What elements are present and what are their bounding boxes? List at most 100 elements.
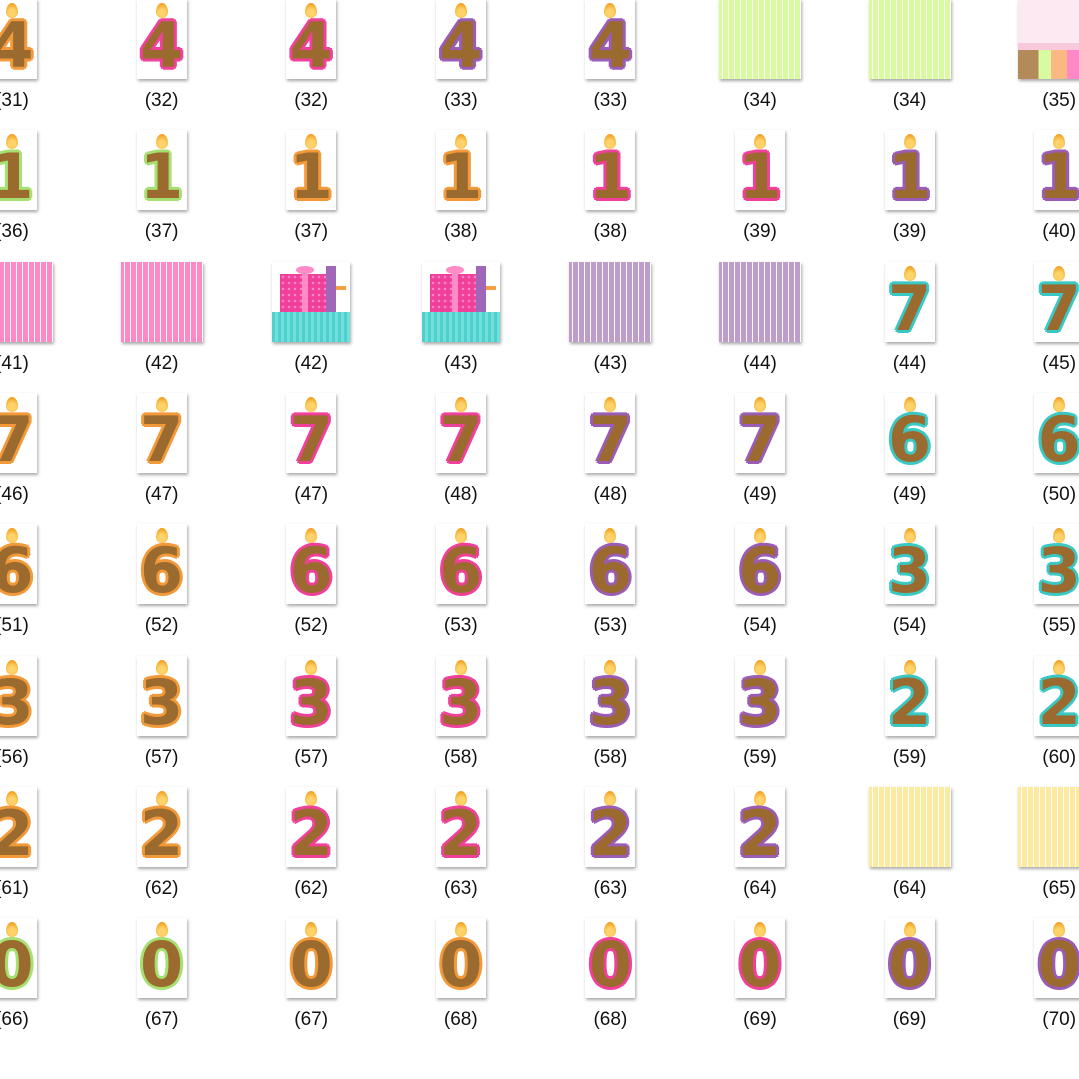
candle-thumbnail: 0 [1034, 918, 1079, 999]
file-item[interactable]: 1 (38) [540, 130, 680, 250]
file-item[interactable]: 1 (39) [840, 130, 980, 250]
file-item[interactable]: 3 (58) [391, 655, 531, 776]
candle-digit: 3 [588, 665, 632, 736]
candle-thumbnail: 7 [735, 392, 785, 473]
file-item[interactable]: 1 (38) [391, 130, 531, 250]
flame-icon [1053, 265, 1066, 281]
file-item[interactable]: (64) [840, 786, 980, 907]
candle-thumbnail: 6 [0, 524, 37, 605]
file-item[interactable]: 0 (70) [989, 918, 1079, 1038]
candle-digit: 1 [0, 140, 34, 211]
candle-digit: 6 [140, 534, 184, 605]
candle-digit: 0 [0, 928, 34, 999]
file-item[interactable]: 4 (32) [241, 0, 381, 119]
flame-icon [454, 528, 467, 544]
flame-icon [604, 3, 617, 18]
candle-digit: 2 [738, 796, 782, 867]
candle-thumbnail: 2 [435, 786, 486, 867]
file-item[interactable]: 6 (53) [391, 524, 531, 644]
candle-digit: 6 [588, 534, 632, 605]
candle-digit: 4 [588, 9, 632, 79]
file-item[interactable]: 3 (57) [92, 655, 232, 776]
file-item[interactable]: (65) [989, 786, 1079, 907]
file-item[interactable]: 1 (39) [690, 130, 830, 250]
file-item[interactable]: 2 (59) [840, 655, 980, 776]
file-item[interactable]: (42) [92, 261, 232, 382]
file-name-label: (62) [144, 877, 179, 899]
file-name-label: (58) [593, 746, 628, 768]
file-name-label: (59) [892, 746, 927, 768]
file-item[interactable]: 7 (44) [840, 261, 980, 382]
file-item[interactable]: 1 (37) [241, 130, 381, 250]
file-item[interactable]: 4 (31) [0, 0, 82, 119]
candle-thumbnail: 4 [136, 0, 187, 79]
file-item[interactable]: 0 (68) [540, 918, 680, 1038]
file-item[interactable]: (41) [0, 261, 82, 382]
file-item[interactable]: 6 (52) [92, 524, 232, 644]
file-name-label: (43) [443, 352, 478, 374]
file-item[interactable]: (35) [989, 0, 1079, 119]
candle-thumbnail: 6 [884, 392, 935, 473]
candle-thumbnail: 4 [585, 0, 636, 79]
file-item[interactable]: 4 (33) [540, 0, 680, 119]
file-item[interactable]: 6 (52) [241, 524, 381, 644]
file-item[interactable]: 0 (69) [840, 918, 980, 1038]
file-item[interactable]: 7 (47) [92, 392, 232, 513]
file-item[interactable]: 2 (62) [92, 786, 232, 907]
file-item[interactable]: 6 (51) [0, 524, 82, 644]
file-item[interactable]: (43) [391, 261, 531, 382]
candle-digit: 1 [289, 140, 333, 211]
candle-digit: 7 [1037, 271, 1079, 342]
file-item[interactable]: 3 (54) [840, 524, 980, 644]
file-item[interactable]: 4 (32) [92, 0, 232, 119]
file-item[interactable]: 0 (66) [0, 918, 82, 1038]
file-item[interactable]: 2 (61) [0, 786, 82, 907]
file-item[interactable]: 2 (64) [690, 786, 830, 907]
flame-icon [6, 922, 18, 938]
file-item[interactable]: 7 (46) [0, 392, 82, 513]
file-item[interactable]: (42) [241, 261, 381, 382]
file-item[interactable]: (34) [690, 0, 830, 119]
file-item[interactable]: (34) [840, 0, 980, 119]
candle-thumbnail: 2 [735, 786, 785, 867]
file-item[interactable]: 0 (67) [92, 918, 232, 1038]
file-item[interactable]: 0 (68) [391, 918, 531, 1038]
file-item[interactable]: 7 (49) [690, 392, 830, 513]
file-item[interactable]: (43) [540, 261, 680, 382]
file-item[interactable]: 1 (36) [0, 130, 82, 250]
file-item[interactable]: 2 (63) [391, 786, 531, 907]
candle-thumbnail: 3 [286, 655, 337, 736]
paper-thumbnail [1018, 786, 1079, 867]
file-item[interactable]: 1 (37) [92, 130, 232, 250]
file-item[interactable]: 3 (57) [241, 655, 381, 776]
paper-thumbnail [569, 261, 652, 342]
file-item[interactable]: 6 (50) [989, 392, 1079, 513]
file-item[interactable]: 0 (67) [241, 918, 381, 1038]
flame-icon [155, 790, 168, 806]
gift-thumbnail [421, 261, 500, 342]
file-item[interactable]: 2 (62) [241, 786, 381, 907]
file-item[interactable]: 2 (63) [540, 786, 680, 907]
file-item[interactable]: 3 (59) [690, 655, 830, 776]
candle-thumbnail: 0 [0, 918, 37, 999]
file-item[interactable]: 7 (47) [241, 392, 381, 513]
file-item[interactable]: 3 (58) [540, 655, 680, 776]
file-item[interactable]: 3 (56) [0, 655, 82, 776]
file-item[interactable]: (44) [690, 261, 830, 382]
file-item[interactable]: 4 (33) [391, 0, 531, 119]
file-item[interactable]: 1 (40) [989, 130, 1079, 250]
file-item[interactable]: 0 (69) [690, 918, 830, 1038]
file-item[interactable]: 6 (49) [840, 392, 980, 513]
file-item[interactable]: 7 (48) [540, 392, 680, 513]
candle-digit: 3 [289, 665, 333, 736]
file-item[interactable]: 6 (53) [540, 524, 680, 644]
file-name-label: (38) [593, 221, 628, 243]
file-item[interactable]: 6 (54) [690, 524, 830, 644]
file-item[interactable]: 7 (48) [391, 392, 531, 513]
file-item[interactable]: 2 (60) [989, 655, 1079, 776]
paper-thumbnail [120, 261, 203, 342]
flame-icon [305, 528, 318, 544]
file-item[interactable]: 3 (55) [989, 524, 1079, 644]
file-item[interactable]: 7 (45) [989, 261, 1079, 382]
flame-icon [903, 922, 916, 938]
